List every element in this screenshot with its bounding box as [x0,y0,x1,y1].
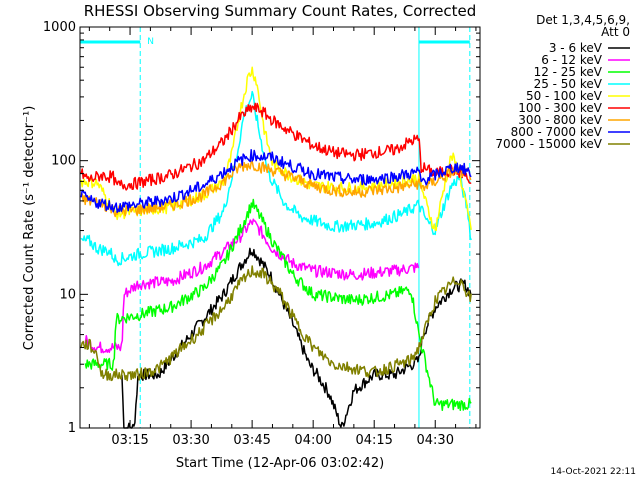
legend-entry-label-4: 50 - 100 keV [526,89,603,103]
legend-entry-label-8: 7000 - 15000 keV [495,137,602,151]
x-axis: 03:15 03:30 03:45 04:00 04:15 04:30 [88,27,477,448]
legend-entry-label-6: 300 - 800 keV [518,113,602,127]
series-line-7 [80,148,472,214]
legend-entry-label-1: 6 - 12 keV [541,53,603,67]
y-tick-label-3: 1000 [43,20,76,35]
x-tick-label-3: 04:00 [294,433,331,448]
series-line-2 [84,198,472,412]
plot-area: N [79,27,472,429]
series-line-5 [80,102,472,191]
series-line-1 [84,218,420,354]
legend-header-line-2: Att 0 [601,25,630,39]
series-line-3 [80,90,472,267]
y-axis-label: Corrected Count Rate (s⁻¹ detector⁻¹) [22,106,37,351]
y-tick-label-1: 10 [59,287,76,302]
y-axis: 1 10 100 1000 [43,20,480,436]
legend-header-line-1: Det 1,3,4,5,6,9, [536,13,630,27]
plot-frame [79,26,481,429]
x-tick-label-1: 03:30 [172,433,209,448]
y-tick-label-2: 100 [51,154,76,169]
flag-label: N [147,37,154,47]
legend-entry-label-0: 3 - 6 keV [549,41,603,55]
timestamp: 14-Oct-2021 22:11 [551,467,636,477]
y-tick-label-0: 1 [68,421,76,436]
legend-entry-label-5: 100 - 300 keV [518,101,602,115]
legend-entry-label-7: 800 - 7000 keV [511,125,603,139]
x-tick-label-0: 03:15 [111,433,148,448]
x-tick-label-2: 03:45 [233,433,270,448]
x-tick-label-5: 04:30 [417,433,454,448]
legend-entry-label-2: 12 - 25 keV [534,65,603,79]
x-axis-label: Start Time (12-Apr-06 03:02:42) [176,456,384,471]
legend-entry-label-3: 25 - 50 keV [534,77,603,91]
series-line-6 [80,160,472,218]
chart-title: RHESSI Observing Summary Count Rates, Co… [84,2,477,20]
x-tick-label-4: 04:15 [355,433,392,448]
series-line-8 [80,265,472,382]
